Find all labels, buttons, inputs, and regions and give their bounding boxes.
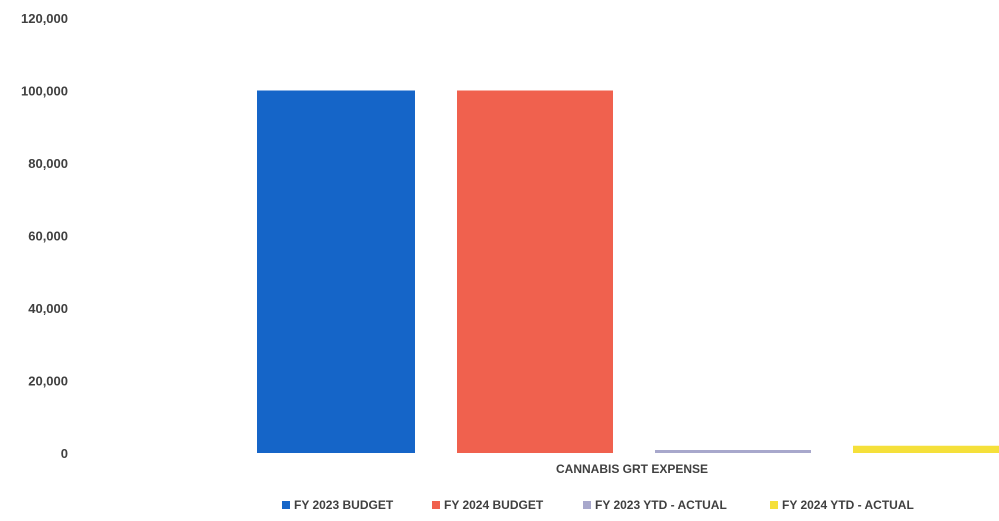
y-tick-label: 40,000 (28, 301, 68, 316)
legend-swatch (770, 501, 778, 509)
bars (257, 90, 999, 453)
y-tick-label: 100,000 (21, 84, 68, 99)
legend: FY 2023 BUDGET FY 2024 BUDGET FY 2023 YTD … (282, 498, 914, 512)
legend-label: FY 2023 YTD - ACTUAL (595, 498, 727, 512)
legend-swatch (282, 501, 290, 509)
y-axis: 0 20,000 40,000 60,000 80,000 100,000 120,000 (21, 11, 68, 461)
legend-swatch (583, 501, 591, 509)
bar-1 (257, 90, 415, 453)
legend-label: FY 2024 YTD - ACTUAL (782, 498, 914, 512)
y-tick-label: 20,000 (28, 374, 68, 389)
bar-3 (655, 450, 811, 453)
y-tick-label: 60,000 (28, 229, 68, 244)
bar-2 (457, 90, 613, 453)
legend-swatch (432, 501, 440, 509)
legend-label: FY 2024 BUDGET (444, 498, 544, 512)
y-tick-label: 120,000 (21, 11, 68, 26)
y-tick-label: 80,000 (28, 156, 68, 171)
y-tick-label: 0 (61, 446, 68, 461)
x-axis: CANNABIS GRT EXPENSE (556, 462, 708, 476)
bar-4 (853, 445, 999, 453)
category-label: CANNABIS GRT EXPENSE (556, 462, 708, 476)
legend-label: FY 2023 BUDGET (294, 498, 394, 512)
